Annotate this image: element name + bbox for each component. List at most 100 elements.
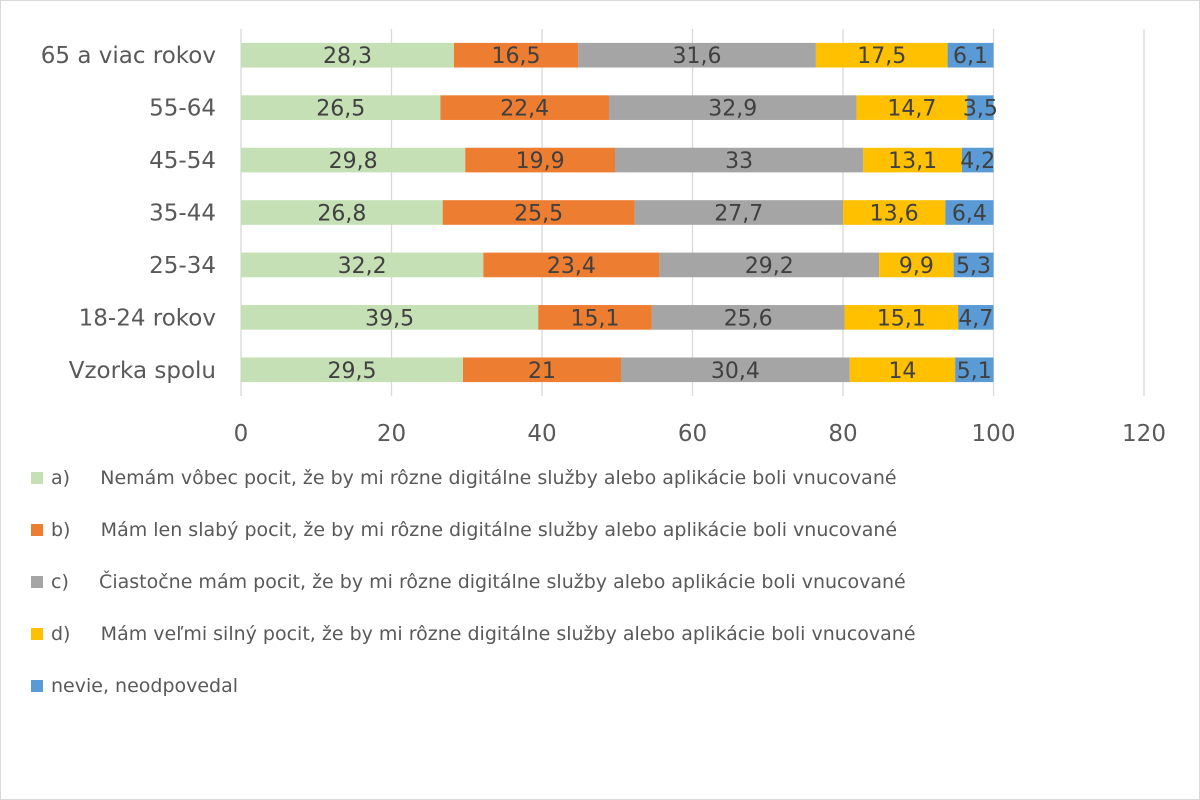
bar-segment (578, 42, 816, 68)
data-label: 39,5 (365, 306, 414, 331)
bar-segment (483, 252, 660, 278)
bar-segment (614, 147, 864, 173)
category-label: 18-24 rokov (79, 305, 216, 331)
legend-item: a) Nemám vôbec pocit, že by mi rôzne dig… (31, 463, 897, 493)
data-label: 6,1 (953, 44, 988, 69)
data-label: 21 (528, 359, 556, 384)
legend-label: c) Čiastočne mám pocit, že by mi rôzne d… (51, 571, 906, 593)
data-label: 27,7 (714, 202, 763, 227)
x-tick-label: 100 (972, 421, 1016, 447)
bar-segment (462, 357, 622, 383)
x-tick-label: 60 (678, 421, 707, 447)
data-label: 15,1 (877, 306, 926, 331)
bar-segment (967, 95, 994, 120)
data-label: 33 (725, 149, 753, 174)
category-label: 35-44 (149, 201, 216, 227)
x-tick-label: 20 (377, 421, 406, 447)
bar-segment (856, 95, 968, 120)
bar-segment (958, 305, 994, 330)
data-label: 25,5 (514, 202, 563, 227)
category-label: 65 a viac rokov (41, 43, 216, 69)
data-label: 22,4 (500, 97, 549, 122)
data-label: 16,5 (492, 44, 541, 69)
x-tick-label: 40 (527, 421, 556, 447)
legend-swatch (31, 628, 43, 640)
bar-segment (453, 42, 579, 68)
bar-segment (849, 357, 956, 383)
data-label: 32,9 (708, 97, 757, 122)
bar-segment (955, 357, 994, 383)
data-label: 4,2 (960, 149, 995, 174)
bar-segment (241, 305, 539, 330)
x-tick-label: 0 (234, 421, 249, 447)
legend-item: c) Čiastočne mám pocit, že by mi rôzne d… (31, 567, 906, 597)
data-label: 31,6 (673, 44, 722, 69)
data-label: 29,8 (329, 149, 378, 174)
x-tick-label: 120 (1122, 421, 1166, 447)
legend-swatch (31, 680, 43, 692)
legend-label: d) Mám veľmi silný pocit, že by mi rôzne… (51, 623, 916, 645)
legend-label: a) Nemám vôbec pocit, že by mi rôzne dig… (51, 467, 897, 489)
data-label: 28,3 (323, 44, 372, 69)
bar-segment (538, 305, 652, 330)
category-label: Vzorka spolu (69, 358, 216, 384)
bar-segment (844, 305, 959, 330)
data-label: 14 (888, 359, 916, 384)
data-label: 4,7 (958, 306, 993, 331)
bar-segment (442, 200, 635, 225)
bar-segment (241, 147, 466, 173)
category-label: 55-64 (149, 96, 216, 122)
bar-segment (241, 252, 484, 278)
bar-segment (953, 252, 994, 278)
legend-item: nevie, neodpovedal (31, 671, 238, 701)
data-label: 13,6 (870, 202, 919, 227)
category-label: 45-54 (149, 148, 216, 174)
legend-item: d) Mám veľmi silný pocit, že by mi rôzne… (31, 619, 916, 649)
legend-label: b) Mám len slabý pocit, že by mi rôzne d… (51, 519, 898, 541)
x-axis-tick-labels: 0 20 40 60 80 100 120 (234, 421, 1166, 447)
bar-segment (843, 200, 946, 225)
data-label: 26,8 (317, 202, 366, 227)
bar-segment (241, 357, 463, 383)
data-label: 29,2 (745, 254, 794, 279)
data-label: 14,7 (887, 97, 936, 122)
bar-segment (241, 200, 443, 225)
bar-segment (947, 42, 994, 68)
bar-segment (465, 147, 615, 173)
bar-segment (961, 147, 994, 173)
legend-swatch (31, 472, 43, 484)
legend-label: nevie, neodpovedal (51, 675, 239, 697)
data-label: 3,5 (963, 97, 998, 122)
bar-segment (659, 252, 880, 278)
bar-segment (945, 200, 994, 225)
data-label: 25,6 (724, 306, 773, 331)
legend-item: b) Mám len slabý pocit, že by mi rôzne d… (31, 515, 897, 545)
bar-segment (863, 147, 962, 173)
data-label: 29,5 (328, 359, 377, 384)
category-label: 25-34 (149, 253, 216, 279)
data-label: 13,1 (888, 149, 937, 174)
bar-segments (241, 42, 994, 383)
bar-segment (815, 42, 948, 68)
bar-segment (879, 252, 954, 278)
bar-segment (621, 357, 850, 383)
bar-segment (608, 95, 857, 120)
data-label: 32,2 (338, 254, 387, 279)
data-label: 26,5 (316, 97, 365, 122)
bar-segment (241, 95, 441, 120)
bar-segment (634, 200, 843, 225)
category-labels: 65 a viac rokov 55-64 45-54 35-44 25-34 18-24… (41, 43, 216, 384)
data-label: 30,4 (711, 359, 760, 384)
x-tick-label: 80 (828, 421, 857, 447)
data-label: 5,1 (957, 359, 992, 384)
bar-segment (241, 42, 454, 68)
bar-segment (651, 305, 845, 330)
stacked-bar-chart: 28,3 16,5 31,6 17,5 6,1 26,5 22,4 32,9 14,7 3,5 29… (41, 29, 1166, 447)
legend-swatch (31, 576, 43, 588)
data-label: 9,9 (899, 254, 934, 279)
data-label: 15,1 (571, 306, 620, 331)
data-label: 19,9 (516, 149, 565, 174)
bar-segment (440, 95, 609, 120)
data-label: 17,5 (857, 44, 906, 69)
